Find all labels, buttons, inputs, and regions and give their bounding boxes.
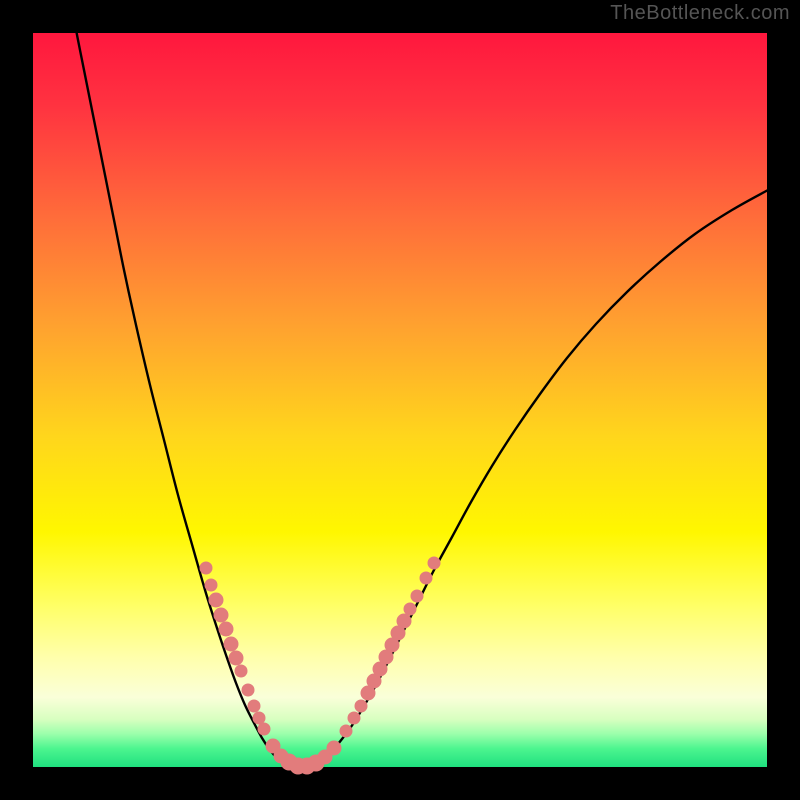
chart-stage: TheBottleneck.com bbox=[0, 0, 800, 800]
marker-left-10 bbox=[253, 712, 265, 724]
marker-right-0 bbox=[340, 725, 352, 737]
marker-left-11 bbox=[258, 723, 270, 735]
marker-left-7 bbox=[235, 665, 247, 677]
marker-left-3 bbox=[214, 608, 228, 622]
marker-left-5 bbox=[224, 637, 238, 651]
marker-left-8 bbox=[242, 684, 254, 696]
watermark-text: TheBottleneck.com bbox=[610, 2, 790, 25]
marker-right-1 bbox=[348, 712, 360, 724]
plot-area bbox=[33, 33, 767, 767]
marker-right-13 bbox=[428, 557, 440, 569]
marker-left-0 bbox=[200, 562, 212, 574]
marker-right-2 bbox=[355, 700, 367, 712]
marker-left-6 bbox=[229, 651, 243, 665]
marker-bottom-7 bbox=[327, 741, 341, 755]
marker-right-9 bbox=[397, 614, 411, 628]
marker-right-12 bbox=[420, 572, 432, 584]
marker-left-4 bbox=[219, 622, 233, 636]
marker-left-2 bbox=[209, 593, 223, 607]
marker-right-10 bbox=[404, 603, 416, 615]
marker-left-1 bbox=[205, 579, 217, 591]
bottleneck-chart bbox=[0, 0, 800, 800]
marker-right-11 bbox=[411, 590, 423, 602]
marker-left-9 bbox=[248, 700, 260, 712]
